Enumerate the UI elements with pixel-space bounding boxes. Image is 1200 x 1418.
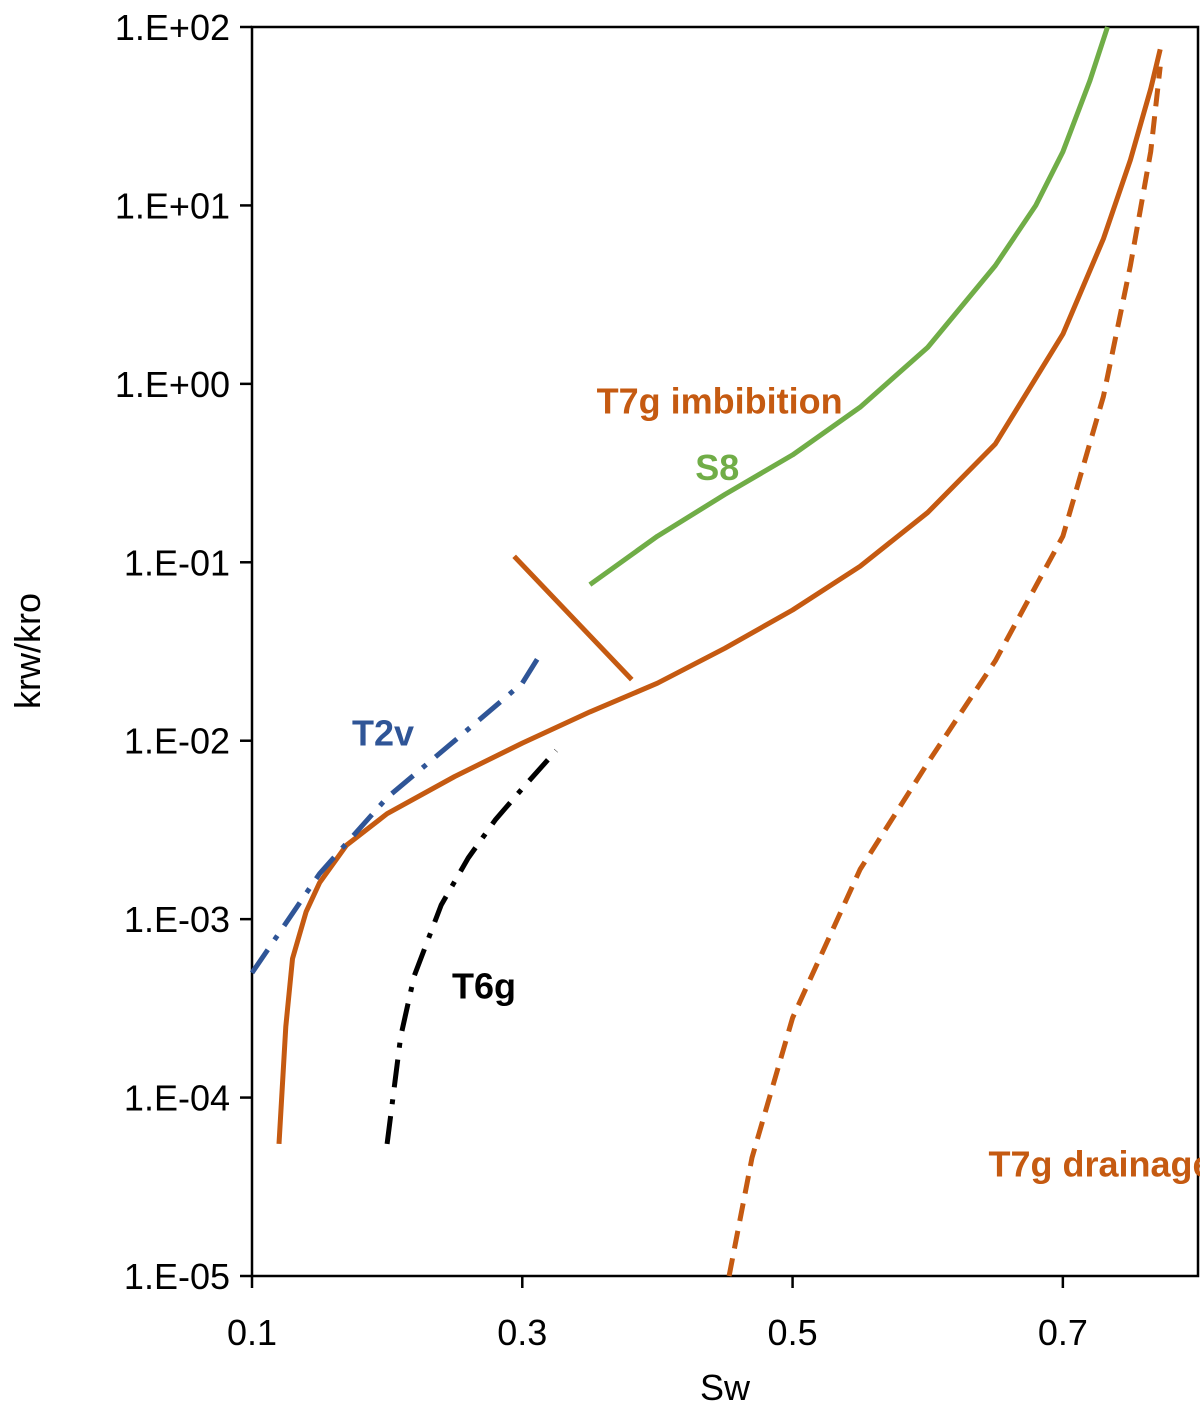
label-t6g: T6g	[452, 965, 516, 1006]
series-line-s8	[588, 26, 1110, 587]
x-tick-label: 0.7	[1038, 1312, 1088, 1353]
annotation-layer: T7g imbibition S8 T2v T6g T7g drainage	[352, 381, 1200, 1185]
series-line-t7g-imbibition	[276, 48, 1163, 1145]
plot-frame	[250, 25, 1200, 1278]
y-tick-label: 1.E+01	[115, 185, 230, 226]
y-tick-label: 1.E+00	[115, 364, 230, 405]
y-tick-label: 1.E-01	[124, 542, 230, 583]
label-t7g-drainage: T7g drainage	[989, 1144, 1200, 1185]
y-tick-label: 1.E-03	[124, 899, 230, 940]
y-axis-ticks: 1.E+02 1.E+01 1.E+00 1.E-01 1.E-02 1.E-03 1.E-…	[115, 7, 252, 1297]
imbibition-pointer-line	[512, 554, 634, 682]
label-s8: S8	[695, 447, 739, 488]
series-layer	[249, 26, 1163, 1277]
x-axis-title: Sw	[700, 1367, 751, 1408]
series-line-t2v	[249, 649, 545, 975]
x-axis-ticks: 0.1 0.3 0.5 0.7	[227, 1276, 1088, 1353]
series-line-t6g	[384, 748, 558, 1145]
series-line-t7g-drainage	[726, 66, 1163, 1277]
y-tick-label: 1.E-04	[124, 1078, 230, 1119]
y-axis-title: krw/kro	[7, 593, 48, 709]
label-t2v: T2v	[352, 713, 414, 754]
label-t7g-imbibition: T7g imbibition	[597, 381, 843, 422]
x-tick-label: 0.3	[497, 1312, 547, 1353]
x-tick-label: 0.1	[227, 1312, 277, 1353]
y-tick-label: 1.E+02	[115, 7, 230, 48]
y-tick-label: 1.E-05	[124, 1256, 230, 1297]
y-tick-label: 1.E-02	[124, 721, 230, 762]
x-tick-label: 0.5	[768, 1312, 818, 1353]
